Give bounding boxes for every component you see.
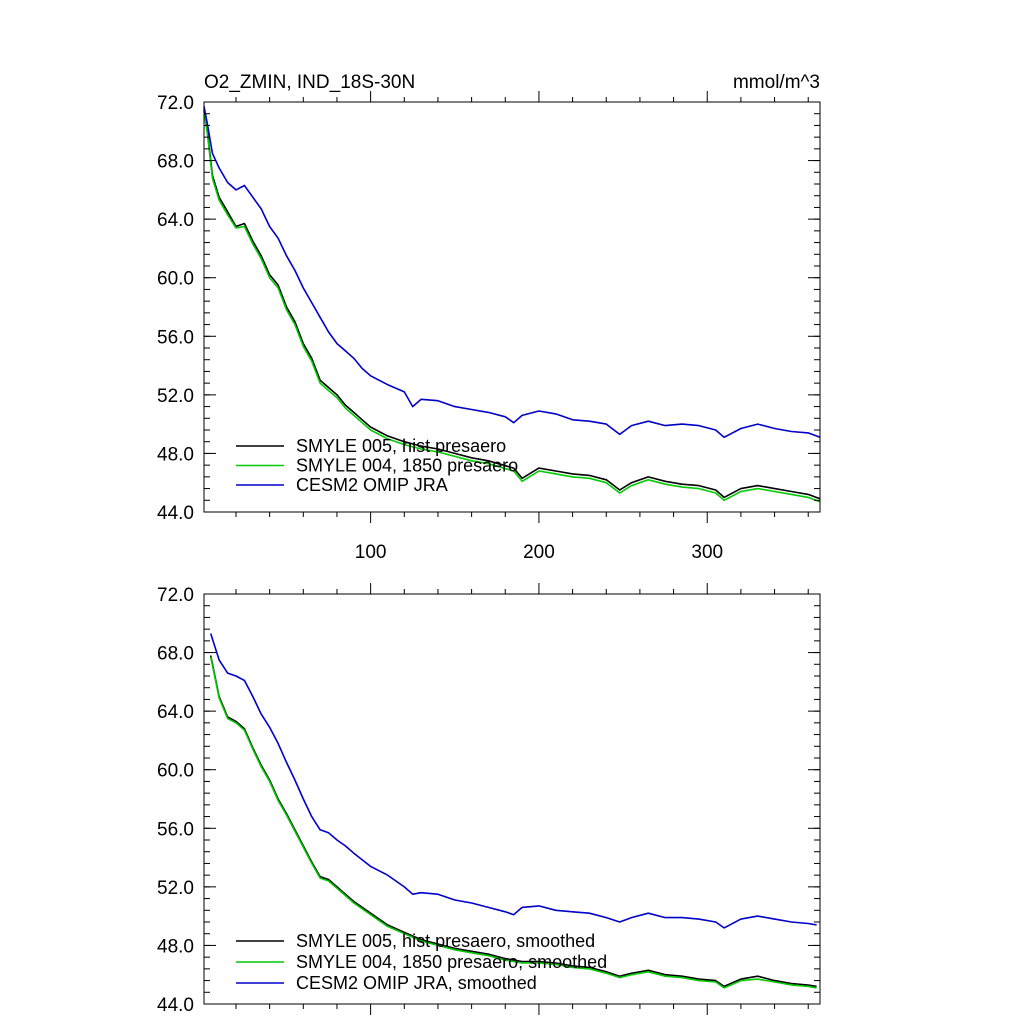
series-line-smyle-005-hist-presaero [203,109,821,500]
y-tick-label: 68.0 [157,644,194,665]
series-line-smyle-004-1850-presaero-smoothed [209,656,817,989]
y-tick-label: 44.0 [157,995,194,1016]
top-ticks: 44.0 48.0 52.0 56.0 60.0 64.0 68.0 72.0 100 200 30… [157,91,820,563]
top-panel: O2_ZMIN, IND_18S-30N mmol/m^3 44.0 48.0 52… [157,72,821,563]
y-tick-label: 52.0 [157,386,194,407]
y-tick-label: 68.0 [157,152,194,173]
y-tick-label: 64.0 [157,702,194,723]
x-tick-label: 300 [691,542,723,563]
series-line-smyle-004-1850-presaero [203,110,821,503]
y-tick-label: 48.0 [157,444,194,465]
legend-label: CESM2 OMIP JRA [296,475,448,495]
top-panel-title: O2_ZMIN, IND_18S-30N [204,72,415,93]
y-tick-label: 72.0 [157,93,194,114]
bottom-series-layer [209,633,817,989]
legend-label: SMYLE 004, 1850 presaero [296,456,518,476]
series-line-cesm2-omip-jra [203,106,821,439]
top-panel-units: mmol/m^3 [733,72,820,93]
bottom-plot-frame [203,593,821,1005]
y-tick-label: 44.0 [157,503,194,524]
legend-label: SMYLE 005, hist presaero, smoothed [296,931,595,951]
series-line-cesm2-omip-jra-smoothed [209,633,817,929]
legend-label: SMYLE 004, 1850 presaero, smoothed [296,952,607,972]
x-tick-label: 100 [355,542,387,563]
y-tick-label: 56.0 [157,819,194,840]
bottom-legend: SMYLE 005, hist presaero, smoothedSMYLE … [236,931,607,993]
legend-label: SMYLE 005, hist presaero [296,436,506,456]
bottom-panel: 44.0 48.0 52.0 56.0 60.0 64.0 68.0 72.0 SMYLE 0… [157,583,821,1016]
y-tick-label: 64.0 [157,210,194,231]
y-tick-label: 56.0 [157,327,194,348]
legend-label: CESM2 OMIP JRA, smoothed [296,973,537,993]
y-tick-label: 48.0 [157,936,194,957]
top-series-layer [203,106,821,503]
top-plot-frame [203,101,821,513]
y-tick-label: 72.0 [157,585,194,606]
y-tick-label: 52.0 [157,878,194,899]
bottom-ticks: 44.0 48.0 52.0 56.0 60.0 64.0 68.0 72.0 [157,583,820,1016]
y-tick-label: 60.0 [157,761,194,782]
x-tick-label: 200 [523,542,555,563]
y-tick-label: 60.0 [157,269,194,290]
